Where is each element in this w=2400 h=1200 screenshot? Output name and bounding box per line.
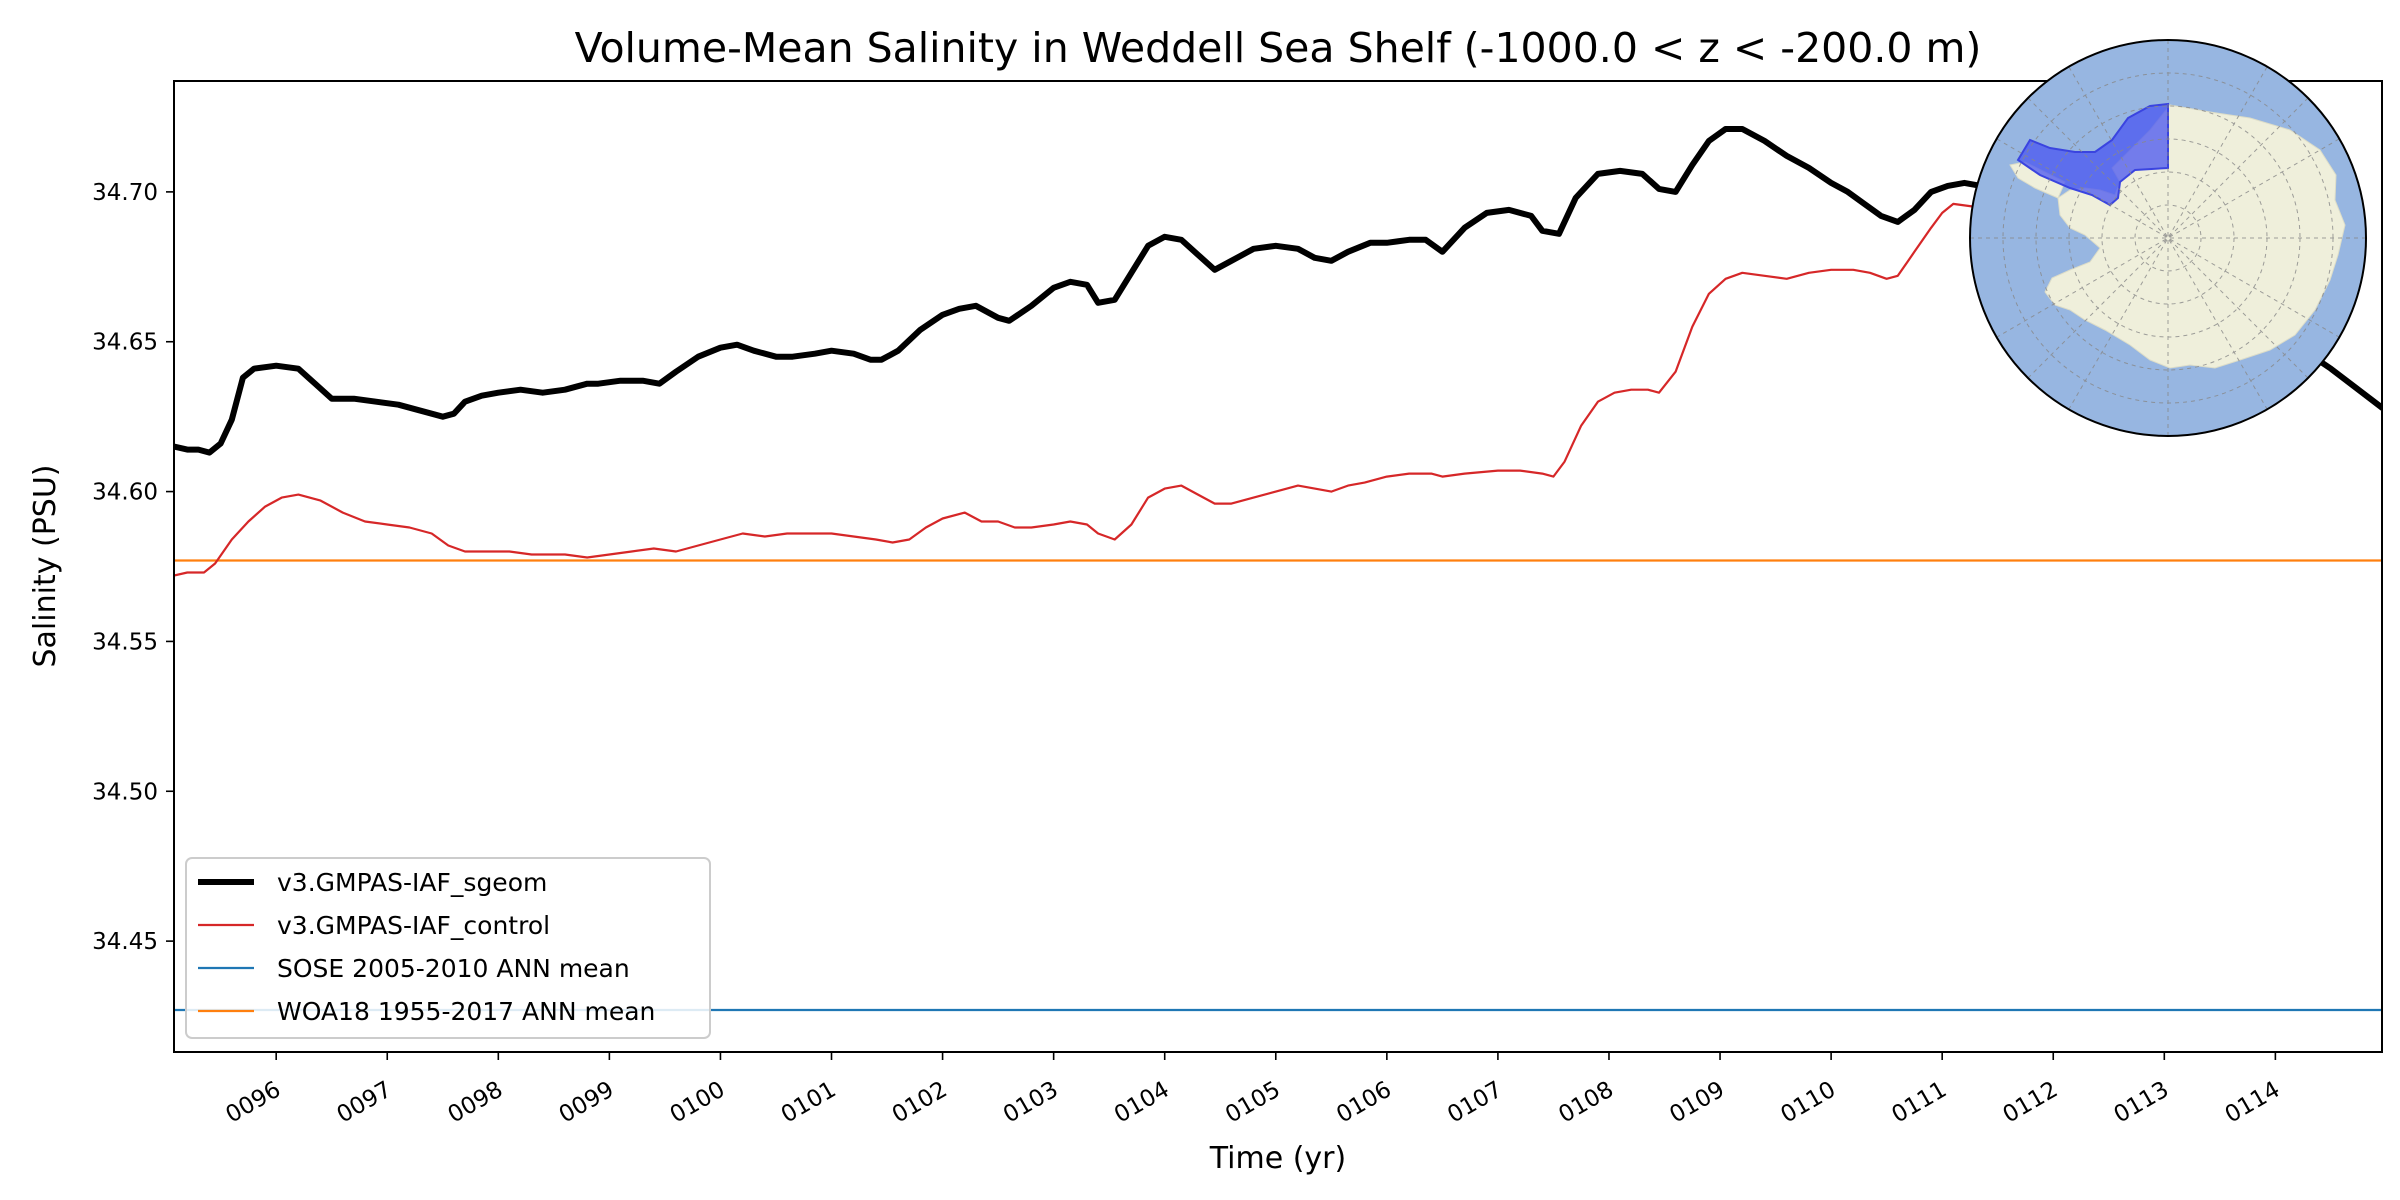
x-tick-label: 0106 xyxy=(1332,1077,1396,1129)
x-tick-label: 0112 xyxy=(1999,1077,2063,1129)
map-gridlines xyxy=(1970,40,2366,436)
y-tick-label: 34.65 xyxy=(92,330,158,356)
legend-label-1: v3.GMPAS-IAF_control xyxy=(277,911,550,940)
y-tick-label: 34.55 xyxy=(92,629,158,655)
chart-title: Volume-Mean Salinity in Weddell Sea Shel… xyxy=(575,24,1982,72)
series-line-1 xyxy=(174,202,1999,577)
x-tick-label: 0109 xyxy=(1665,1077,1729,1129)
antarctic-inset-map xyxy=(1969,39,2367,437)
x-tick-label: 0103 xyxy=(999,1077,1063,1129)
series-line-0 xyxy=(174,126,2382,456)
plot-frame xyxy=(173,80,2383,1053)
x-tick-label: 0111 xyxy=(1888,1077,1952,1129)
legend-box xyxy=(185,857,711,1039)
x-tick-label: 0105 xyxy=(1221,1077,1285,1129)
y-tick-label: 34.70 xyxy=(92,180,158,206)
legend-label-0: v3.GMPAS-IAF_sgeom xyxy=(277,868,547,897)
x-tick-label: 0100 xyxy=(666,1077,730,1129)
x-tick-label: 0110 xyxy=(1776,1077,1840,1129)
x-tick-label: 0104 xyxy=(1110,1077,1174,1129)
y-tick-label: 34.45 xyxy=(92,929,158,955)
map-border xyxy=(1969,39,2367,437)
x-tick-label: 0101 xyxy=(777,1077,841,1129)
legend: v3.GMPAS-IAF_sgeom v3.GMPAS-IAF_control SO… xyxy=(185,857,711,1039)
x-tick-label: 0107 xyxy=(1443,1077,1507,1129)
x-tick-label: 0102 xyxy=(888,1077,952,1129)
x-tick-label: 0099 xyxy=(555,1077,619,1129)
y-tick-label: 34.60 xyxy=(92,480,158,506)
x-tick-label: 0108 xyxy=(1554,1077,1618,1129)
x-axis-ticks: 0096 0097 0098 0099 0100 0101 0102 0103 0104 0105… xyxy=(222,1052,2285,1129)
x-tick-label: 0114 xyxy=(2221,1077,2285,1129)
x-tick-label: 0098 xyxy=(444,1077,508,1129)
x-tick-label: 0113 xyxy=(2110,1077,2174,1129)
y-axis-label: Salinity (PSU) xyxy=(28,465,63,668)
x-axis-label: Time (yr) xyxy=(1209,1141,1346,1176)
legend-label-2: SOSE 2005-2010 ANN mean xyxy=(277,954,630,983)
weddell-sea-shelf-region xyxy=(2016,102,2169,207)
legend-label-3: WOA18 1955-2017 ANN mean xyxy=(277,997,655,1026)
y-tick-label: 34.50 xyxy=(92,779,158,805)
x-tick-label: 0096 xyxy=(222,1077,286,1129)
y-axis-ticks: 34.45 34.50 34.55 34.60 34.65 34.70 xyxy=(92,180,174,955)
x-tick-label: 0097 xyxy=(333,1077,397,1129)
